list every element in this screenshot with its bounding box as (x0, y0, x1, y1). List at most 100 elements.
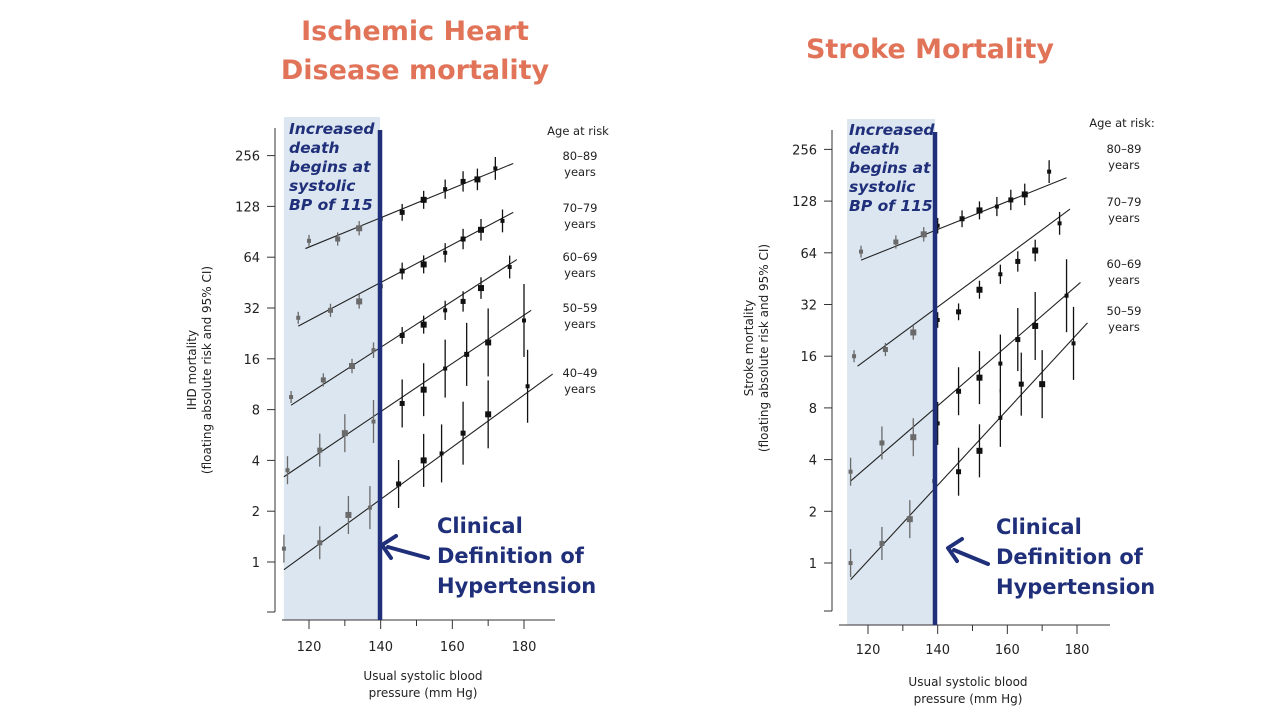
stroke-y-tick-label: 4 (809, 454, 817, 469)
stroke-series-label: 80–89 years (1106, 142, 1141, 172)
ihd-fit-line (297, 211, 514, 327)
stroke-shaded-region (847, 119, 935, 625)
ihd-data-point (493, 166, 498, 171)
ihd-data-point (464, 351, 470, 357)
stroke-data-point (976, 286, 983, 293)
stroke-data-point (1057, 221, 1062, 226)
ihd-y-tick-label: 128 (235, 200, 260, 215)
stroke-data-point (852, 354, 857, 359)
ihd-data-point (296, 315, 301, 320)
stroke-data-point (1018, 381, 1024, 387)
ihd-series-label: 80–89 years (562, 149, 597, 179)
ihd-y-tick-label: 64 (243, 251, 260, 266)
stroke-series-label: 50–59 years (1106, 304, 1141, 334)
ihd-y-tick-label: 4 (252, 454, 260, 469)
stroke-data-point (994, 204, 999, 209)
stroke-y-tick-label: 128 (792, 195, 817, 210)
ihd-x-axis-label: Usual systolic blood pressure (mm Hg) (363, 669, 482, 700)
stroke-y-tick-label: 16 (800, 350, 817, 365)
ihd-data-point (307, 238, 311, 243)
stroke-data-point (1015, 337, 1021, 343)
ihd-data-point (289, 395, 294, 400)
stroke-data-point (1039, 381, 1046, 388)
ihd-y-tick-label: 1 (252, 556, 260, 571)
stroke-series-label: 60–69 years (1106, 257, 1141, 287)
stroke-x-tick-label: 160 (995, 643, 1020, 658)
stroke-data-point (956, 388, 962, 394)
stroke-data-point (956, 309, 962, 315)
ihd-data-point (396, 481, 402, 487)
ihd-data-point (460, 236, 466, 242)
stroke-y-tick-label: 2 (809, 505, 817, 520)
ihd-series-label: 50–59 years (562, 301, 597, 331)
stroke-data-point (879, 440, 885, 446)
ihd-data-point (367, 505, 372, 510)
stroke-fit-line (850, 282, 1081, 482)
ihd-x-tick-label: 120 (297, 640, 322, 655)
ihd-data-point (478, 285, 484, 292)
ihd-y-tick-label: 16 (243, 353, 260, 368)
stroke-series-label: 70–79 years (1106, 195, 1141, 225)
ihd-x-tick-label: 180 (512, 640, 537, 655)
ihd-series-label: 70–79 years (562, 201, 597, 231)
stroke-data-point (998, 415, 1003, 420)
ihd-data-point (285, 468, 290, 473)
ihd-y-axis-label-group: IHD mortality(floating absolute risk and… (185, 266, 214, 474)
stroke-data-point (906, 516, 913, 523)
ihd-data-point (420, 386, 427, 393)
ihd-data-point (525, 384, 530, 389)
ihd-data-point (485, 411, 492, 418)
ihd-data-point (345, 511, 352, 518)
stroke-arrow-head (946, 537, 964, 563)
stroke-chart-title: Stroke Mortality (805, 34, 1055, 65)
ihd-data-point (522, 318, 526, 323)
ihd-data-point (460, 430, 466, 436)
stroke-x-tick-label: 120 (856, 643, 881, 658)
stroke-y-tick-label: 8 (809, 402, 817, 417)
ihd-data-point (399, 209, 405, 215)
ihd-data-point (356, 298, 363, 305)
stroke-data-point (893, 239, 899, 245)
stroke-annotation: Increased death begins at systolic BP of 115 (849, 121, 935, 215)
ihd-data-point (349, 363, 355, 370)
stroke-x-tick-label: 180 (1065, 643, 1090, 658)
ihd-arrow-shaft (386, 545, 430, 560)
ihd-data-point (320, 377, 326, 383)
ihd-chart-title: Ischemic Heart Disease mortality (280, 16, 550, 86)
stroke-y-tick-label: 256 (792, 143, 817, 158)
stroke-data-point (1015, 258, 1021, 264)
stroke-legend-title: Age at risk: (1089, 116, 1155, 130)
stroke-data-point (998, 272, 1003, 277)
stroke-y-tick-label: 64 (800, 247, 817, 262)
ihd-data-point (399, 332, 405, 338)
ihd-data-point (460, 178, 466, 184)
ihd-data-point (478, 226, 484, 233)
ihd-y-tick-label: 32 (243, 302, 260, 317)
stroke-data-point (1032, 322, 1039, 329)
ihd-data-point (485, 339, 492, 346)
ihd-y-tick-label: 2 (252, 505, 260, 520)
ihd-data-point (341, 430, 348, 437)
stroke-fit-line (857, 208, 1071, 367)
ihd-data-point (420, 261, 427, 268)
stroke-data-point (935, 421, 940, 426)
stroke-data-point (935, 317, 940, 322)
stroke-data-point (1008, 197, 1014, 203)
stroke-data-point (998, 361, 1003, 366)
stroke-data-point (879, 540, 885, 546)
stroke-data-point (976, 207, 983, 214)
ihd-data-point (399, 268, 405, 274)
ihd-data-point (317, 447, 323, 453)
stroke-data-point (1021, 191, 1028, 198)
stroke-x-axis-label: Usual systolic blood pressure (mm Hg) (908, 675, 1027, 706)
ihd-data-point (371, 348, 376, 353)
stroke-data-point (935, 223, 940, 228)
ihd-arrow-head (380, 534, 398, 560)
ihd-y-tick-label: 8 (252, 404, 260, 419)
ihd-data-point (371, 419, 376, 424)
stroke-arrow-shaft (952, 548, 990, 566)
stroke-data-point (1047, 169, 1052, 174)
stroke-y-tick-label: 32 (800, 299, 817, 314)
ihd-y-axis-label: IHD mortality(floating absolute risk and… (185, 266, 214, 474)
